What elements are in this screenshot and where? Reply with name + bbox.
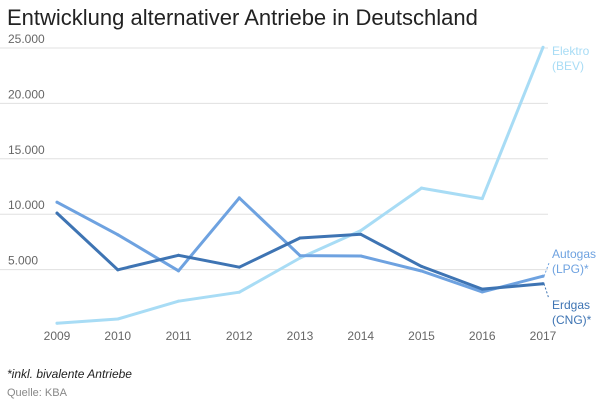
series-labels: Elektro(BEV) Autogas(LPG)* Erdgas(CNG)* [543, 44, 596, 327]
data-point [480, 290, 484, 294]
data-point [55, 200, 59, 204]
y-axis-tick-labels: 5.000 10.000 15.000 20.000 25.000 [8, 32, 45, 268]
footnote: *inkl. bivalente Antriebe [7, 367, 132, 381]
x-tick-label: 2009 [44, 329, 71, 343]
x-tick-label: 2014 [347, 329, 374, 343]
y-tick-label: 25.000 [8, 32, 45, 46]
data-point [298, 256, 302, 260]
series-label: Autogas [552, 247, 596, 261]
data-point [177, 253, 180, 257]
data-point [541, 45, 545, 49]
series-label: (CNG)* [552, 313, 592, 327]
series-line [55, 211, 545, 291]
data-point [177, 299, 180, 303]
series-label: (BEV) [552, 59, 584, 73]
data-point [55, 211, 59, 215]
data-point [116, 317, 120, 321]
data-point [420, 269, 423, 273]
y-tick-label: 20.000 [8, 87, 45, 101]
data-point [116, 233, 120, 237]
x-tick-label: 2010 [104, 329, 131, 343]
data-point [237, 196, 241, 200]
x-axis-tick-labels: 2009 2010 2011 2012 2013 2014 2015 2016 2017 [44, 329, 557, 343]
gridlines [0, 47, 548, 271]
series-lines [55, 45, 545, 325]
series-label: Erdgas [552, 298, 590, 312]
y-tick-label: 5.000 [8, 254, 38, 268]
data-point [359, 229, 363, 233]
data-point [298, 254, 302, 258]
x-tick-label: 2015 [408, 329, 435, 343]
x-tick-label: 2017 [530, 329, 557, 343]
label-connector [543, 283, 550, 300]
data-point [359, 232, 363, 236]
x-tick-label: 2016 [469, 329, 496, 343]
source: Quelle: KBA [7, 387, 68, 399]
series-label: Elektro [552, 44, 590, 58]
y-tick-label: 10.000 [8, 198, 45, 212]
y-tick-label: 15.000 [8, 143, 45, 157]
x-tick-label: 2013 [287, 329, 314, 343]
data-point [237, 290, 241, 294]
x-tick-label: 2011 [166, 329, 192, 343]
x-tick-label: 2012 [226, 329, 253, 343]
data-point [298, 236, 302, 240]
data-point [480, 287, 484, 291]
series-label: (LPG)* [552, 262, 589, 276]
data-point [359, 254, 363, 258]
data-point [116, 268, 120, 272]
data-point [55, 321, 59, 325]
data-point [420, 186, 423, 190]
data-point [237, 265, 241, 269]
series-line [55, 45, 545, 325]
chart-title: Entwicklung alternativer Antriebe in Deu… [7, 5, 478, 30]
series-line [55, 196, 545, 294]
data-point [177, 269, 180, 273]
data-point [480, 197, 484, 201]
data-point [420, 264, 423, 268]
